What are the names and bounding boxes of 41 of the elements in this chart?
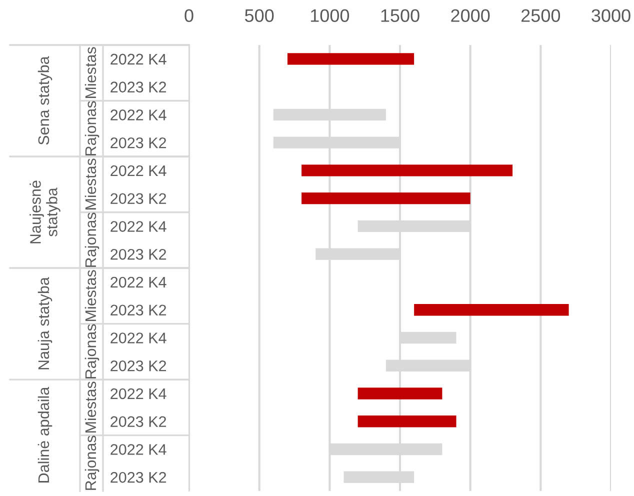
y-tick-label: 2022 K4 bbox=[110, 54, 166, 65]
y-tick-label: 2023 K2 bbox=[110, 304, 166, 316]
x-tick-label: 1500 bbox=[381, 9, 420, 22]
x-tick-label: 500 bbox=[244, 9, 274, 22]
x-tick-label: 2500 bbox=[521, 9, 560, 22]
text: Miestas bbox=[84, 270, 96, 321]
text: Rajonas bbox=[84, 436, 100, 490]
text: Dalinė apdaila bbox=[38, 386, 52, 482]
y-tick-label: 2023 K2 bbox=[110, 137, 166, 148]
y-tick-label: 2022 K4 bbox=[110, 110, 166, 120]
text: Miestas bbox=[84, 382, 96, 432]
bar bbox=[358, 388, 442, 400]
text: Miestas bbox=[84, 158, 96, 210]
y-tick-label: 2023 K2 bbox=[110, 360, 166, 372]
y-tick-label: 2022 K4 bbox=[110, 221, 166, 232]
y-tick-label: 2022 K4 bbox=[110, 165, 166, 176]
text: Sena statyba bbox=[38, 56, 52, 145]
y-tick-label: 2023 K2 bbox=[110, 82, 166, 92]
y-tick-label: 2023 K2 bbox=[110, 416, 166, 428]
y-tick-label: 2022 K4 bbox=[110, 332, 166, 344]
y-tick-label: 2023 K2 bbox=[110, 193, 166, 204]
y-tick-label: 2023 K2 bbox=[110, 472, 166, 483]
text: Miestas bbox=[84, 47, 96, 98]
text: Rajonas bbox=[84, 101, 100, 156]
x-tick-label: 2000 bbox=[451, 9, 490, 22]
y-tick-label: 2022 K4 bbox=[110, 388, 166, 400]
x-tick-label: 1000 bbox=[310, 9, 350, 22]
text: Nauja statyba bbox=[38, 277, 52, 370]
text: Rajonas bbox=[84, 212, 100, 267]
text: Naujesnė statyba bbox=[30, 180, 60, 244]
text: Rajonas bbox=[84, 324, 100, 378]
bar bbox=[358, 415, 456, 428]
x-tick-label: 3000 bbox=[592, 9, 630, 22]
bar bbox=[287, 53, 414, 65]
y-tick-label: 2023 K2 bbox=[110, 248, 166, 260]
bar bbox=[302, 192, 470, 204]
x-tick-label: 0 bbox=[184, 9, 194, 22]
y-tick-label: 2022 K4 bbox=[110, 444, 166, 455]
bar bbox=[302, 164, 513, 176]
bar bbox=[414, 304, 569, 316]
y-tick-label: 2022 K4 bbox=[110, 276, 166, 288]
